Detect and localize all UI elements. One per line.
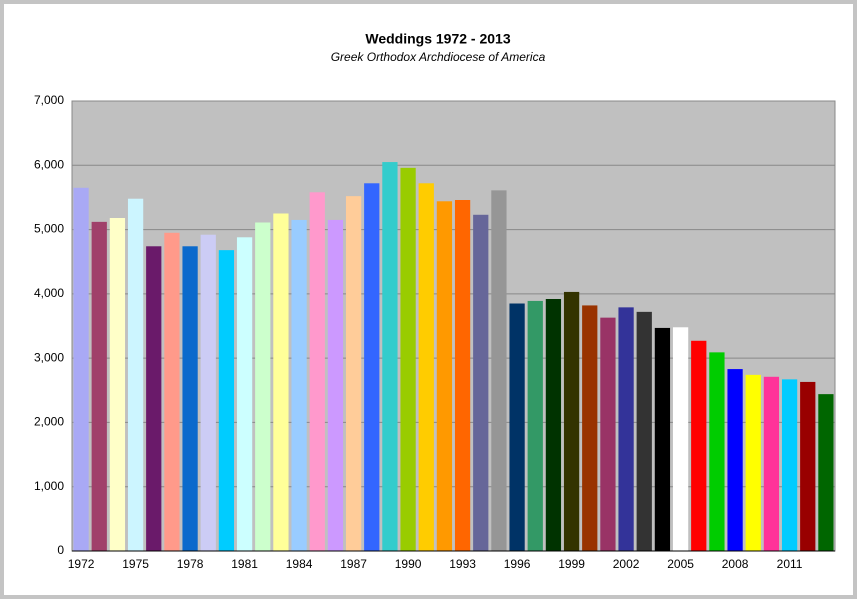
x-tick-label: 2005	[667, 557, 694, 571]
bar	[327, 219, 344, 551]
bar	[345, 196, 362, 551]
x-tick-label: 2011	[777, 557, 803, 571]
bar	[491, 190, 507, 551]
bar	[527, 300, 543, 551]
x-tick-label: 1999	[558, 557, 585, 571]
y-tick-label: 3,000	[34, 350, 64, 364]
x-tick-label: 1981	[231, 557, 258, 571]
x-tick-label: 1993	[449, 557, 476, 571]
bar	[382, 162, 398, 552]
bar	[818, 394, 834, 551]
bar	[436, 201, 453, 552]
bar	[164, 232, 180, 552]
x-tick-label: 1987	[340, 557, 367, 571]
x-tick-label: 1984	[286, 557, 313, 571]
bar	[218, 250, 235, 551]
x-tick-label: 1996	[504, 557, 531, 571]
y-tick-label: 4,000	[34, 286, 64, 300]
bar	[146, 246, 162, 552]
x-tick-label: 1975	[122, 557, 149, 571]
bar	[763, 376, 780, 551]
bar	[545, 299, 562, 551]
y-tick-label: 5,000	[34, 222, 64, 236]
bar	[509, 303, 525, 551]
bar	[454, 200, 471, 551]
bar	[182, 246, 198, 552]
bar	[273, 213, 289, 551]
bar	[255, 222, 271, 551]
x-tick-label: 1978	[177, 557, 204, 571]
x-tick-label: 1990	[395, 557, 422, 571]
bar	[582, 305, 598, 551]
chart-subtitle: Greek Orthodox Archdiocese of America	[331, 50, 546, 64]
bar	[636, 311, 652, 551]
x-tick-label: 2002	[613, 557, 640, 571]
y-tick-label: 2,000	[34, 415, 64, 429]
bar	[709, 352, 725, 551]
bar	[364, 183, 380, 552]
bar	[200, 234, 216, 551]
bar	[309, 192, 325, 552]
y-tick-label: 6,000	[34, 157, 64, 171]
bar	[600, 317, 616, 551]
y-tick-label: 0	[57, 543, 64, 557]
x-tick-label: 1972	[68, 557, 95, 571]
bar	[672, 327, 689, 551]
bar	[745, 374, 761, 551]
chart-title: Weddings 1972 - 2013	[365, 31, 510, 47]
bar	[691, 340, 707, 551]
bar	[73, 187, 89, 552]
y-tick-label: 1,000	[34, 479, 64, 493]
bar	[800, 381, 816, 551]
bar	[473, 214, 489, 552]
plot-area	[71, 100, 836, 552]
bar	[418, 183, 434, 552]
bar	[563, 291, 580, 551]
bar	[291, 219, 307, 551]
bar	[654, 327, 671, 551]
bar	[91, 221, 107, 551]
bar	[727, 369, 743, 551]
bar	[400, 167, 416, 551]
bar	[236, 237, 253, 552]
y-tick-label: 7,000	[34, 93, 64, 107]
bar	[127, 198, 144, 551]
bar	[618, 307, 634, 551]
bar	[109, 218, 126, 551]
bar	[781, 379, 798, 551]
x-tick-label: 2008	[722, 557, 749, 571]
